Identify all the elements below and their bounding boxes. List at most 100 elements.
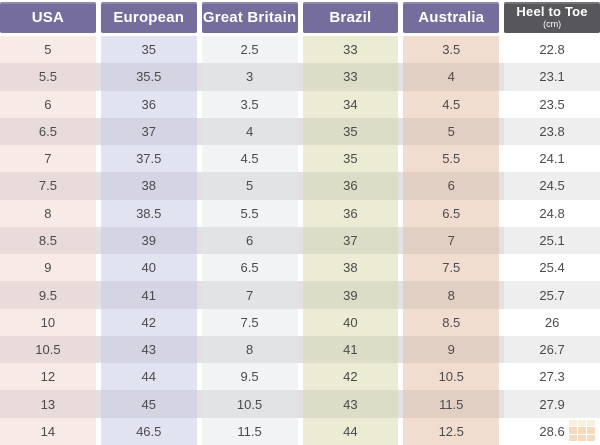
table-cell: 6 <box>0 90 96 118</box>
header-cell-heel-to-toe: Heel to Toe (cm) <box>504 2 600 33</box>
table-body: 5 35 2.5 33 3.5 22.8 5.5 35.5 3 33 4 23.1 6 36 3.5 34 4.… <box>0 36 600 445</box>
table-cell: 25.7 <box>504 281 600 309</box>
table-row: 7 37.5 4.5 35 5.5 24.1 <box>0 145 600 173</box>
table-cell: 10.5 <box>0 335 96 364</box>
table-cell: 39 <box>100 226 197 255</box>
table-cell: 24.8 <box>504 199 600 227</box>
table-cell: 43 <box>302 390 399 418</box>
table-cell: 36 <box>100 90 197 118</box>
table-cell: 41 <box>100 281 197 309</box>
table-cell: 7 <box>0 145 96 173</box>
table-cell: 7.5 <box>201 308 298 336</box>
header-cell-european: European <box>100 2 197 33</box>
table-row: 5.5 35.5 3 33 4 23.1 <box>0 63 600 91</box>
table-row: 14 46.5 11.5 44 12.5 28.6 <box>0 417 600 445</box>
table-cell: 14 <box>0 417 96 445</box>
table-cell: 8 <box>0 199 96 227</box>
table-cell: 5 <box>0 36 96 64</box>
table-cell: 23.8 <box>504 117 600 146</box>
table-cell: 9 <box>0 254 96 282</box>
table-cell: 3.5 <box>403 36 500 64</box>
table-cell: 36 <box>302 199 399 227</box>
table-cell: 4.5 <box>403 90 500 118</box>
table-cell: 11.5 <box>403 390 500 418</box>
table-cell: 26.7 <box>504 335 600 364</box>
table-cell: 22.8 <box>504 36 600 64</box>
table-cell: 38 <box>100 172 197 200</box>
table-cell: 27.3 <box>504 363 600 391</box>
table-cell: 7.5 <box>403 254 500 282</box>
table-cell: 33 <box>302 36 399 64</box>
table-cell: 37 <box>100 117 197 146</box>
table-cell: 44 <box>100 363 197 391</box>
table-cell: 46.5 <box>100 417 197 445</box>
table-cell: 5.5 <box>403 145 500 173</box>
table-cell: 25.4 <box>504 254 600 282</box>
table-cell: 42 <box>100 308 197 336</box>
table-cell: 34 <box>302 90 399 118</box>
table-cell: 8 <box>201 335 298 364</box>
table-cell: 9 <box>403 335 500 364</box>
table-cell: 40 <box>302 308 399 336</box>
table-cell: 8 <box>403 281 500 309</box>
table-cell: 39 <box>302 281 399 309</box>
table-cell: 10.5 <box>201 390 298 418</box>
table-row: 9.5 41 7 39 8 25.7 <box>0 281 600 309</box>
table-cell: 38 <box>302 254 399 282</box>
table-cell: 13 <box>0 390 96 418</box>
header-cell-australia: Australia <box>403 2 500 33</box>
table-cell: 28.6 <box>504 417 600 445</box>
table-cell: 10 <box>0 308 96 336</box>
table-cell: 35 <box>302 145 399 173</box>
table-cell: 12.5 <box>403 417 500 445</box>
table-cell: 7.5 <box>0 172 96 200</box>
table-cell: 42 <box>302 363 399 391</box>
table-cell: 4 <box>201 117 298 146</box>
table-cell: 4 <box>403 63 500 91</box>
table-cell: 37 <box>302 226 399 255</box>
table-cell: 26 <box>504 308 600 336</box>
table-cell: 5 <box>403 117 500 146</box>
table-cell: 44 <box>302 417 399 445</box>
table-row: 9 40 6.5 38 7.5 25.4 <box>0 254 600 282</box>
logo-watermark-icon <box>569 420 595 441</box>
table-cell: 9.5 <box>201 363 298 391</box>
table-cell: 23.5 <box>504 90 600 118</box>
table-cell: 3 <box>201 63 298 91</box>
table-header-row: USA European Great Britain Brazil Austra… <box>0 0 600 33</box>
table-row: 6 36 3.5 34 4.5 23.5 <box>0 90 600 118</box>
table-cell: 24.1 <box>504 145 600 173</box>
table-cell: 5 <box>201 172 298 200</box>
table-cell: 2.5 <box>201 36 298 64</box>
table-cell: 38.5 <box>100 199 197 227</box>
table-row: 8.5 39 6 37 7 25.1 <box>0 226 600 255</box>
table-row: 10 42 7.5 40 8.5 26 <box>0 308 600 336</box>
table-cell: 35 <box>302 117 399 146</box>
header-cell-usa: USA <box>0 2 96 33</box>
table-cell: 6.5 <box>0 117 96 146</box>
table-row: 12 44 9.5 42 10.5 27.3 <box>0 363 600 391</box>
table-row: 8 38.5 5.5 36 6.5 24.8 <box>0 199 600 227</box>
table-cell: 9.5 <box>0 281 96 309</box>
table-cell: 6 <box>403 172 500 200</box>
table-cell: 5.5 <box>201 199 298 227</box>
table-cell: 35.5 <box>100 63 197 91</box>
table-cell: 43 <box>100 335 197 364</box>
table-cell: 23.1 <box>504 63 600 91</box>
table-cell: 11.5 <box>201 417 298 445</box>
table-row: 5 35 2.5 33 3.5 22.8 <box>0 36 600 64</box>
table-cell: 4.5 <box>201 145 298 173</box>
table-cell: 40 <box>100 254 197 282</box>
table-cell: 12 <box>0 363 96 391</box>
header-cell-great-britain: Great Britain <box>201 2 298 33</box>
table-row: 7.5 38 5 36 6 24.5 <box>0 172 600 200</box>
table-row: 6.5 37 4 35 5 23.8 <box>0 117 600 146</box>
table-cell: 36 <box>302 172 399 200</box>
table-row: 13 45 10.5 43 11.5 27.9 <box>0 390 600 418</box>
table-row: 10.5 43 8 41 9 26.7 <box>0 335 600 364</box>
table-cell: 5.5 <box>0 63 96 91</box>
header-cell-brazil: Brazil <box>302 2 399 33</box>
table-cell: 45 <box>100 390 197 418</box>
table-cell: 24.5 <box>504 172 600 200</box>
